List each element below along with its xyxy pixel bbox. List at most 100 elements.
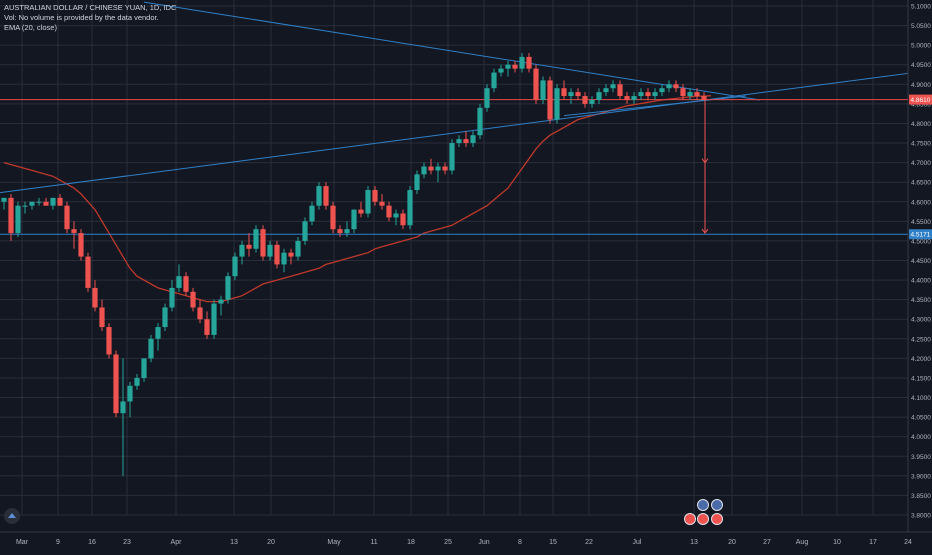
y-tick-label: 4.0000	[911, 434, 931, 441]
candle-body	[568, 92, 574, 97]
candle-body	[617, 84, 623, 97]
candle-body	[176, 276, 182, 288]
candle-body	[491, 72, 497, 89]
candle-body	[498, 68, 504, 73]
candle-body	[358, 209, 364, 214]
candle-body	[449, 143, 455, 171]
x-tick-label: 8	[518, 539, 522, 546]
candle-body	[330, 205, 336, 230]
target-price-label: 4.5171	[911, 232, 931, 239]
candle-body	[106, 327, 112, 355]
candle-body	[645, 92, 651, 97]
candle-body	[407, 190, 413, 226]
candle-body	[190, 291, 196, 308]
candle-body	[302, 221, 308, 241]
candle-body	[470, 135, 476, 144]
candle-body	[183, 276, 189, 292]
candle-body	[57, 197, 63, 206]
candle-body	[512, 64, 518, 69]
candle-body	[603, 88, 609, 93]
event-flag-icon	[697, 499, 709, 511]
candle-body	[127, 385, 133, 402]
y-tick-label: 4.3500	[911, 297, 931, 304]
candle-body	[274, 244, 280, 265]
candle-body	[435, 166, 441, 171]
y-tick-label: 3.8000	[911, 513, 931, 520]
x-tick-label: Jul	[633, 539, 642, 546]
candle-body	[323, 186, 329, 206]
candle-body	[631, 96, 637, 100]
y-tick-label: 4.5000	[911, 238, 931, 245]
candle-body	[442, 166, 448, 171]
tradingview-logo-icon[interactable]	[4, 508, 20, 524]
candle-body	[393, 213, 399, 218]
legend-volume: Vol: No volume is provided by the data v…	[4, 13, 159, 22]
x-tick-label: 9	[56, 539, 60, 546]
candle-body	[659, 88, 665, 93]
x-tick-label: 13	[230, 539, 238, 546]
candle-body	[414, 174, 420, 191]
candle-body	[533, 68, 539, 100]
trendline	[143, 1, 761, 101]
x-tick-label: 27	[763, 539, 771, 546]
target-arrow-mid-head	[701, 158, 709, 164]
x-tick-label: 24	[904, 539, 912, 546]
candle-body	[281, 252, 287, 265]
y-tick-label: 4.9000	[911, 82, 931, 89]
time-axis-bg	[0, 532, 932, 550]
candle-body	[554, 88, 560, 120]
candle-body	[400, 213, 406, 226]
candle-body	[15, 205, 21, 234]
y-tick-label: 5.1000	[911, 4, 931, 11]
candle-body	[22, 205, 28, 207]
candle-body	[386, 205, 392, 218]
candle-body	[218, 299, 224, 304]
candle-body	[260, 229, 266, 257]
candle-body	[547, 80, 553, 120]
chart-legend: AUSTRALIAN DOLLAR / CHINESE YUAN, 1D, ID…	[4, 3, 176, 33]
candle-body	[78, 233, 84, 257]
candle-body	[239, 244, 245, 257]
candle-body	[225, 276, 231, 300]
legend-ema: EMA (20, close)	[4, 23, 57, 32]
candle-body	[638, 92, 644, 97]
y-tick-label: 4.7000	[911, 160, 931, 167]
candle-body	[267, 244, 273, 257]
candle-body	[344, 229, 350, 234]
candle-body	[162, 307, 168, 328]
candle-body	[85, 256, 91, 288]
candle-body	[43, 201, 49, 206]
event-flag-icon	[684, 513, 696, 525]
candle-body	[701, 96, 707, 100]
x-tick-label: Apr	[171, 539, 183, 546]
legend-symbol: AUSTRALIAN DOLLAR / CHINESE YUAN, 1D, ID…	[4, 3, 177, 12]
event-flag-icon	[711, 513, 723, 525]
candle-body	[148, 338, 154, 359]
candle-body	[365, 190, 371, 214]
candle-body	[526, 56, 532, 69]
target-arrow-head	[701, 228, 709, 234]
candle-body	[351, 209, 357, 230]
candle-body	[652, 92, 658, 97]
x-tick-label: 25	[444, 539, 452, 546]
candle-body	[92, 287, 98, 308]
candle-body	[463, 139, 469, 144]
y-tick-label: 4.8000	[911, 121, 931, 128]
y-tick-label: 4.2000	[911, 356, 931, 363]
candle-body	[694, 92, 700, 97]
candle-body	[113, 354, 119, 414]
candle-body	[575, 92, 581, 97]
x-tick-label: 10	[833, 539, 841, 546]
x-tick-label: Mar	[16, 539, 29, 546]
candle-body	[134, 377, 140, 386]
event-flag-icon	[697, 513, 709, 525]
x-tick-label: 22	[585, 539, 593, 546]
candle-body	[582, 96, 588, 104]
candle-body	[596, 92, 602, 100]
y-tick-label: 4.1500	[911, 375, 931, 382]
candle-body	[246, 244, 252, 249]
candle-body	[64, 205, 70, 230]
candle-body	[428, 166, 434, 171]
